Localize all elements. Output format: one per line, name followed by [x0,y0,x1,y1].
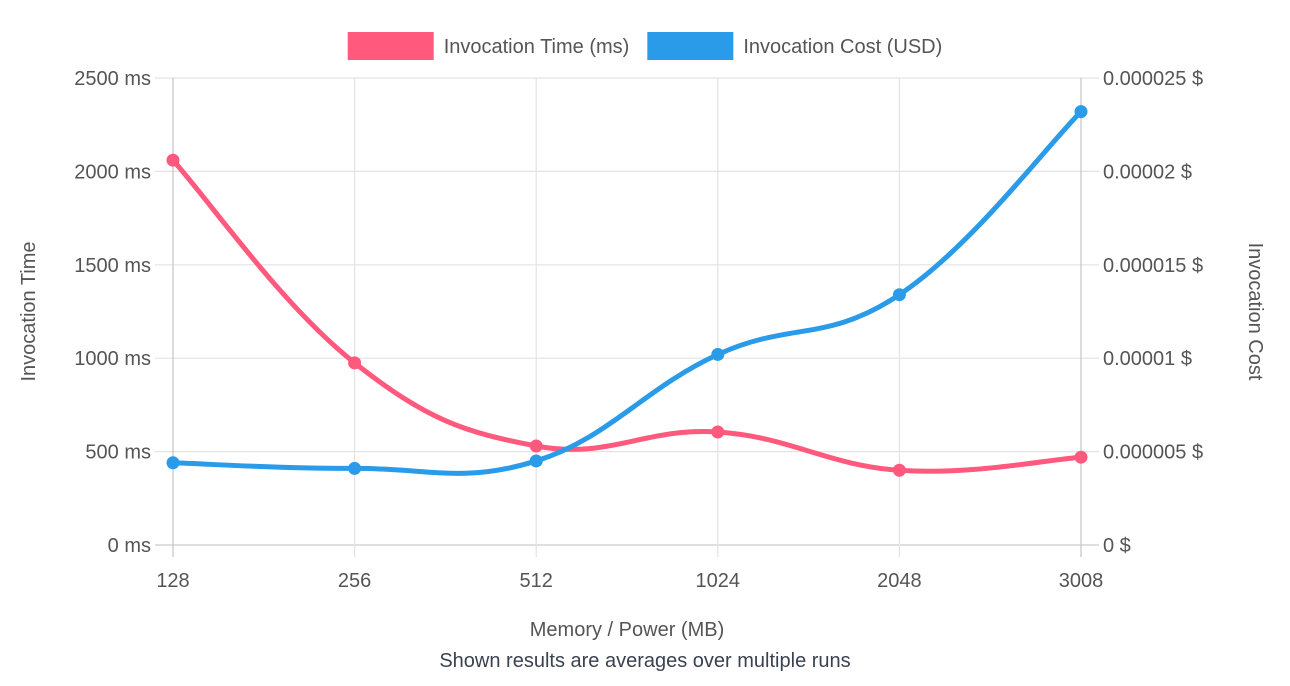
grid [155,77,1099,557]
series-line [170,157,1084,474]
data-point[interactable] [711,347,725,361]
data-point[interactable] [529,439,543,453]
legend-item[interactable]: Invocation Cost (USD) [647,32,942,60]
chart-caption: Shown results are averages over multiple… [439,650,851,672]
y-left-tick-label: 0 ms [108,535,151,557]
y-right-axis-title: Invocation Cost [1244,243,1266,381]
data-point[interactable] [166,153,180,167]
y-left-tick-label: 2000 ms [74,161,151,183]
y-right-tick-label: 0.000025 $ [1103,68,1203,90]
x-tick-label: 3008 [1059,570,1104,592]
y-right-tick-label: 0 $ [1103,535,1131,557]
legend-label: Invocation Cost (USD) [743,36,942,58]
axes: 0 ms 0 $ 500 ms 0.000005 $ 1000 ms 0.00001 $ 1… [18,68,1266,641]
series-2 [166,105,1088,476]
series-line [170,109,1084,476]
data-point[interactable] [166,456,180,470]
data-point[interactable] [892,463,906,477]
series-1 [166,153,1088,477]
legend-item[interactable]: Invocation Time (ms) [347,32,630,60]
x-tick-label: 512 [520,570,553,592]
legend-swatch [347,32,434,60]
data-point[interactable] [529,454,543,468]
data-point[interactable] [711,425,725,439]
y-left-tick-label: 500 ms [85,442,151,464]
data-point[interactable] [1074,450,1088,464]
data-point[interactable] [1074,105,1088,119]
y-left-tick-label: 1000 ms [74,348,151,370]
y-right-tick-label: 0.000015 $ [1103,255,1203,277]
legend-swatch [647,32,734,60]
x-tick-label: 256 [338,570,371,592]
x-tick-label: 1024 [696,570,741,592]
data-point[interactable] [348,356,362,370]
y-right-tick-label: 0.000005 $ [1103,442,1203,464]
x-axis-title: Memory / Power (MB) [530,619,724,641]
x-tick-label: 2048 [877,570,922,592]
legend-label: Invocation Time (ms) [444,36,630,58]
y-left-axis-title: Invocation Time [18,241,40,381]
series [166,105,1088,477]
y-right-tick-label: 0.00002 $ [1103,161,1192,183]
y-right-tick-label: 0.00001 $ [1103,348,1192,370]
data-point[interactable] [892,288,906,302]
x-tick-label: 128 [156,570,189,592]
y-left-tick-label: 2500 ms [74,68,151,90]
legend: Invocation Time (ms) Invocation Cost (USD… [347,32,942,60]
data-point[interactable] [348,461,362,475]
y-left-tick-label: 1500 ms [74,255,151,277]
